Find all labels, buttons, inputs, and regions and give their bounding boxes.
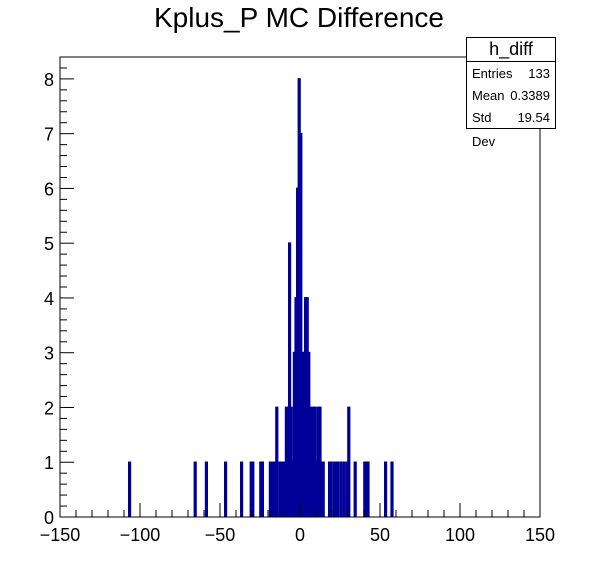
y-tick-label: 4	[44, 289, 54, 309]
y-tick-label: 3	[44, 344, 54, 364]
stats-std-row: Std Dev 19.54	[467, 106, 555, 149]
histogram-bin	[347, 406, 351, 517]
histogram-bin	[342, 461, 346, 517]
y-tick-label: 5	[44, 234, 54, 254]
x-tick-label: −50	[205, 525, 236, 545]
stats-entries-value: 133	[528, 66, 550, 81]
histogram-bin	[275, 406, 279, 517]
histogram-bin	[321, 461, 325, 517]
histogram-bin	[384, 461, 388, 517]
histogram-bin	[204, 461, 208, 517]
histogram-bin	[128, 461, 132, 517]
x-tick-label: 50	[370, 525, 390, 545]
histogram-bin	[224, 461, 228, 517]
stats-name: h_diff	[467, 38, 555, 62]
y-tick-label: 2	[44, 398, 54, 418]
axes: −150 −100 −50 0 50 100 150 0 1 2 3 4 5 6 7 8	[40, 56, 555, 545]
histogram-bin	[288, 242, 292, 517]
stats-mean-row: Mean 0.3389	[467, 84, 555, 106]
histogram-bin	[193, 461, 197, 517]
histogram-layer	[128, 78, 394, 517]
stats-entries-label: Entries	[472, 66, 513, 81]
histogram-bin	[251, 461, 255, 517]
x-tick-label: −150	[40, 525, 81, 545]
x-tick-label: 150	[525, 525, 555, 545]
stats-box: h_diff Entries 133 Mean 0.3389 Std Dev 1…	[466, 37, 556, 149]
stats-std-value: 19.54	[517, 110, 550, 125]
stats-std-label: Std Dev	[472, 110, 496, 149]
y-tick-label: 1	[44, 453, 54, 473]
stats-mean-value: 0.3389	[510, 88, 550, 103]
histogram-bin	[339, 461, 343, 517]
histogram-bin	[390, 461, 394, 517]
chart-title: Kplus_P MC Difference	[154, 2, 444, 33]
y-tick-label: 0	[44, 508, 54, 528]
histogram-bin	[336, 461, 340, 517]
y-tick-label: 7	[44, 125, 54, 145]
x-tick-label: −100	[120, 525, 161, 545]
histogram-bin	[260, 461, 264, 517]
y-tick-label: 8	[44, 70, 54, 90]
x-tick-label: 100	[445, 525, 475, 545]
histogram-bin	[329, 461, 333, 517]
histogram-bin	[353, 461, 357, 517]
x-tick-label: 0	[295, 525, 305, 545]
stats-entries-row: Entries 133	[467, 62, 555, 84]
histogram-bin	[332, 461, 336, 517]
histogram-bin	[240, 461, 244, 517]
histogram-bin	[299, 132, 303, 517]
stats-mean-label: Mean	[472, 88, 505, 103]
histogram-bin	[366, 461, 370, 517]
y-tick-label: 6	[44, 179, 54, 199]
